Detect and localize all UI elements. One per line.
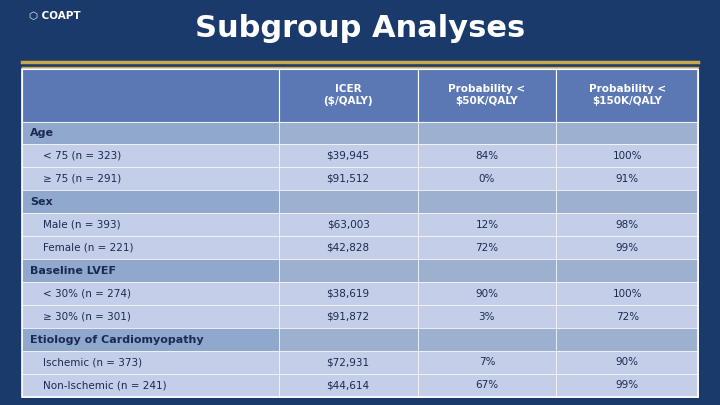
FancyBboxPatch shape: [557, 69, 698, 122]
FancyBboxPatch shape: [279, 305, 418, 328]
Text: 67%: 67%: [475, 380, 498, 390]
Text: Sex: Sex: [30, 197, 53, 207]
FancyBboxPatch shape: [418, 145, 557, 167]
FancyBboxPatch shape: [22, 351, 279, 374]
Text: Female (n = 221): Female (n = 221): [43, 243, 134, 253]
Text: Probability <
$50K/QALY: Probability < $50K/QALY: [449, 84, 526, 106]
Text: $91,872: $91,872: [327, 311, 369, 322]
FancyBboxPatch shape: [279, 328, 418, 351]
Text: 99%: 99%: [616, 243, 639, 253]
FancyBboxPatch shape: [418, 69, 557, 122]
Text: 99%: 99%: [616, 380, 639, 390]
Text: ≥ 30% (n = 301): ≥ 30% (n = 301): [43, 311, 131, 322]
Text: ≥ 75 (n = 291): ≥ 75 (n = 291): [43, 174, 122, 184]
FancyBboxPatch shape: [557, 145, 698, 167]
Text: Subgroup Analyses: Subgroup Analyses: [195, 14, 525, 43]
Text: Etiology of Cardiomyopathy: Etiology of Cardiomyopathy: [30, 335, 204, 345]
FancyBboxPatch shape: [418, 190, 557, 213]
FancyBboxPatch shape: [557, 374, 698, 397]
FancyBboxPatch shape: [279, 69, 418, 122]
Text: Non-Ischemic (n = 241): Non-Ischemic (n = 241): [43, 380, 167, 390]
FancyBboxPatch shape: [22, 145, 279, 167]
FancyBboxPatch shape: [279, 374, 418, 397]
FancyBboxPatch shape: [418, 305, 557, 328]
FancyBboxPatch shape: [279, 145, 418, 167]
FancyBboxPatch shape: [418, 167, 557, 190]
Text: 7%: 7%: [479, 358, 495, 367]
FancyBboxPatch shape: [557, 351, 698, 374]
FancyBboxPatch shape: [418, 259, 557, 282]
FancyBboxPatch shape: [22, 282, 279, 305]
Text: $39,945: $39,945: [327, 151, 369, 161]
FancyBboxPatch shape: [279, 190, 418, 213]
FancyBboxPatch shape: [22, 69, 279, 122]
FancyBboxPatch shape: [279, 213, 418, 236]
Text: $42,828: $42,828: [327, 243, 369, 253]
FancyBboxPatch shape: [22, 328, 279, 351]
Text: 0%: 0%: [479, 174, 495, 184]
FancyBboxPatch shape: [22, 236, 279, 259]
FancyBboxPatch shape: [279, 167, 418, 190]
Text: Baseline LVEF: Baseline LVEF: [30, 266, 116, 276]
Text: $44,614: $44,614: [327, 380, 369, 390]
FancyBboxPatch shape: [418, 374, 557, 397]
FancyBboxPatch shape: [418, 351, 557, 374]
FancyBboxPatch shape: [557, 213, 698, 236]
FancyBboxPatch shape: [22, 122, 279, 145]
FancyBboxPatch shape: [22, 190, 279, 213]
Text: Age: Age: [30, 128, 54, 138]
FancyBboxPatch shape: [557, 259, 698, 282]
Text: 90%: 90%: [616, 358, 639, 367]
Text: $72,931: $72,931: [327, 358, 369, 367]
FancyBboxPatch shape: [557, 122, 698, 145]
Text: 72%: 72%: [475, 243, 498, 253]
Text: $91,512: $91,512: [327, 174, 369, 184]
FancyBboxPatch shape: [279, 282, 418, 305]
FancyBboxPatch shape: [22, 167, 279, 190]
FancyBboxPatch shape: [279, 259, 418, 282]
Text: 100%: 100%: [613, 151, 642, 161]
Text: 84%: 84%: [475, 151, 498, 161]
Text: 91%: 91%: [616, 174, 639, 184]
FancyBboxPatch shape: [279, 122, 418, 145]
FancyBboxPatch shape: [418, 282, 557, 305]
FancyBboxPatch shape: [279, 351, 418, 374]
Text: ICER
($/QALY): ICER ($/QALY): [323, 84, 373, 106]
Text: 100%: 100%: [613, 289, 642, 298]
Text: ⬡ COAPT: ⬡ COAPT: [29, 10, 81, 20]
FancyBboxPatch shape: [418, 213, 557, 236]
FancyBboxPatch shape: [22, 305, 279, 328]
FancyBboxPatch shape: [418, 122, 557, 145]
Text: 98%: 98%: [616, 220, 639, 230]
FancyBboxPatch shape: [279, 236, 418, 259]
Text: Ischemic (n = 373): Ischemic (n = 373): [43, 358, 143, 367]
FancyBboxPatch shape: [22, 374, 279, 397]
FancyBboxPatch shape: [557, 167, 698, 190]
Text: $63,003: $63,003: [327, 220, 369, 230]
FancyBboxPatch shape: [22, 259, 279, 282]
Text: 12%: 12%: [475, 220, 498, 230]
FancyBboxPatch shape: [418, 328, 557, 351]
FancyBboxPatch shape: [557, 236, 698, 259]
FancyBboxPatch shape: [557, 328, 698, 351]
FancyBboxPatch shape: [418, 236, 557, 259]
Text: Probability <
$150K/QALY: Probability < $150K/QALY: [589, 84, 666, 106]
Text: 90%: 90%: [475, 289, 498, 298]
Text: < 75 (n = 323): < 75 (n = 323): [43, 151, 122, 161]
FancyBboxPatch shape: [22, 213, 279, 236]
FancyBboxPatch shape: [557, 282, 698, 305]
Text: $38,619: $38,619: [327, 289, 369, 298]
Text: < 30% (n = 274): < 30% (n = 274): [43, 289, 131, 298]
FancyBboxPatch shape: [557, 190, 698, 213]
Text: 72%: 72%: [616, 311, 639, 322]
Text: Male (n = 393): Male (n = 393): [43, 220, 121, 230]
Text: 3%: 3%: [479, 311, 495, 322]
FancyBboxPatch shape: [557, 305, 698, 328]
